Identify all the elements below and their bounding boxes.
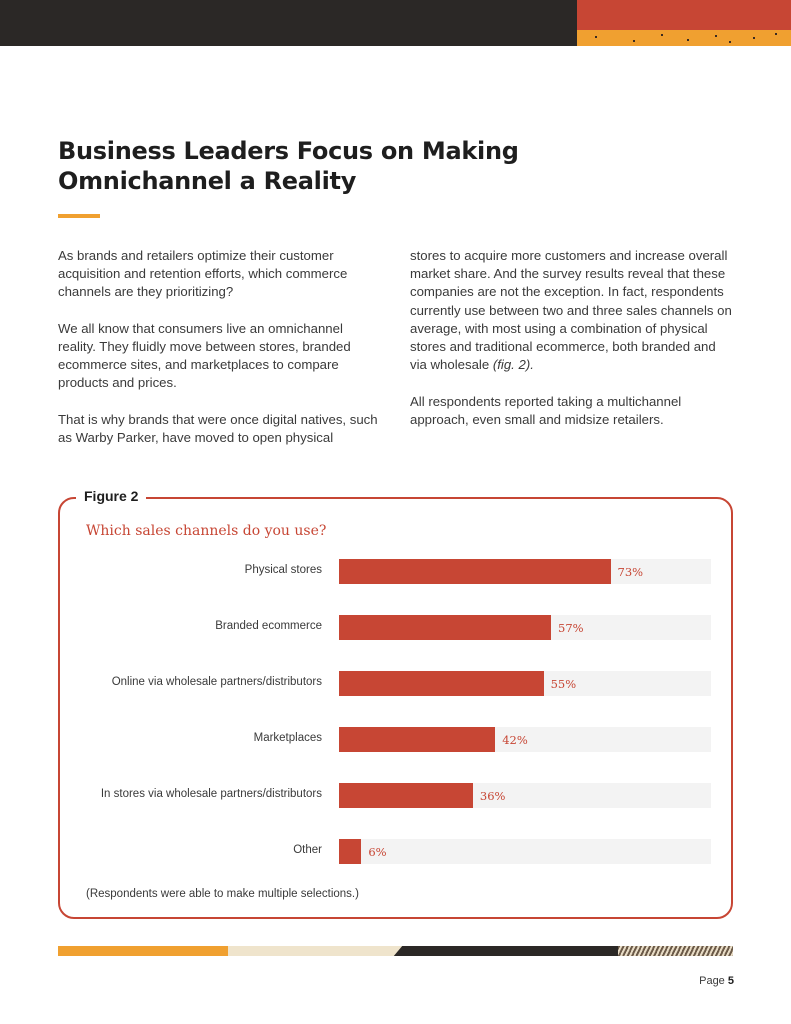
- bar-track: [339, 839, 711, 864]
- body-paragraph: All respondents reported taking a multic…: [410, 393, 682, 427]
- bar-value-label: 36%: [479, 789, 506, 803]
- page-number: Page 5: [699, 975, 734, 987]
- page-label: Page: [699, 975, 725, 987]
- bar-category-label: Branded ecommerce: [215, 620, 322, 632]
- bar-value-label: 73%: [617, 565, 644, 579]
- bar: [339, 559, 611, 584]
- bar-category-label: Other: [293, 844, 322, 856]
- bar-category-label: Marketplaces: [253, 732, 322, 744]
- bar-category-label: Physical stores: [244, 564, 322, 576]
- bar-value-label: 6%: [368, 845, 387, 859]
- footer-band: [58, 946, 733, 956]
- bar: [339, 615, 552, 640]
- bar-value-label: 42%: [502, 733, 528, 747]
- title-underline: [58, 214, 100, 218]
- body-paragraph: We all know that consumers live an omnic…: [58, 320, 351, 391]
- figure-label: Figure 2: [76, 488, 147, 504]
- bar: [339, 839, 362, 864]
- bar: [339, 727, 496, 752]
- bar-chart: Physical stores 73% Branded ecommerce 57% On…: [60, 555, 730, 875]
- footer-accent-orange: [58, 946, 228, 956]
- body-column-left: As brands and retailers optimize their c…: [58, 247, 380, 465]
- footer-pattern: [618, 946, 733, 956]
- bar-value-label: 55%: [550, 677, 577, 691]
- body-paragraph: stores to acquire more customers and inc…: [410, 247, 732, 374]
- body-paragraph: That is why brands that were once digita…: [58, 411, 378, 445]
- page-number-value: 5: [727, 975, 734, 987]
- footer-accent-cream: [228, 946, 418, 956]
- figure-reference: (fig. 2).: [492, 357, 534, 373]
- figure-note: (Respondents were able to make multiple …: [86, 888, 359, 900]
- bar-category-label: Online via wholesale partners/distributo…: [111, 676, 322, 688]
- chart-title: Which sales channels do you use?: [86, 523, 327, 539]
- bar: [339, 783, 473, 808]
- page-title: Business Leaders Focus on Making Omnicha…: [58, 137, 519, 195]
- header-accent-red: [577, 0, 791, 30]
- bar: [339, 671, 544, 696]
- bar-value-label: 57%: [558, 621, 584, 635]
- body-text: stores to acquire more customers and inc…: [410, 248, 732, 373]
- body-column-right: stores to acquire more customers and inc…: [410, 247, 732, 447]
- figure-frame: [58, 497, 733, 919]
- header-accent-orange: [577, 30, 791, 46]
- bar-category-label: In stores via wholesale partners/distrib…: [100, 788, 322, 800]
- body-paragraph: As brands and retailers optimize their c…: [58, 248, 348, 300]
